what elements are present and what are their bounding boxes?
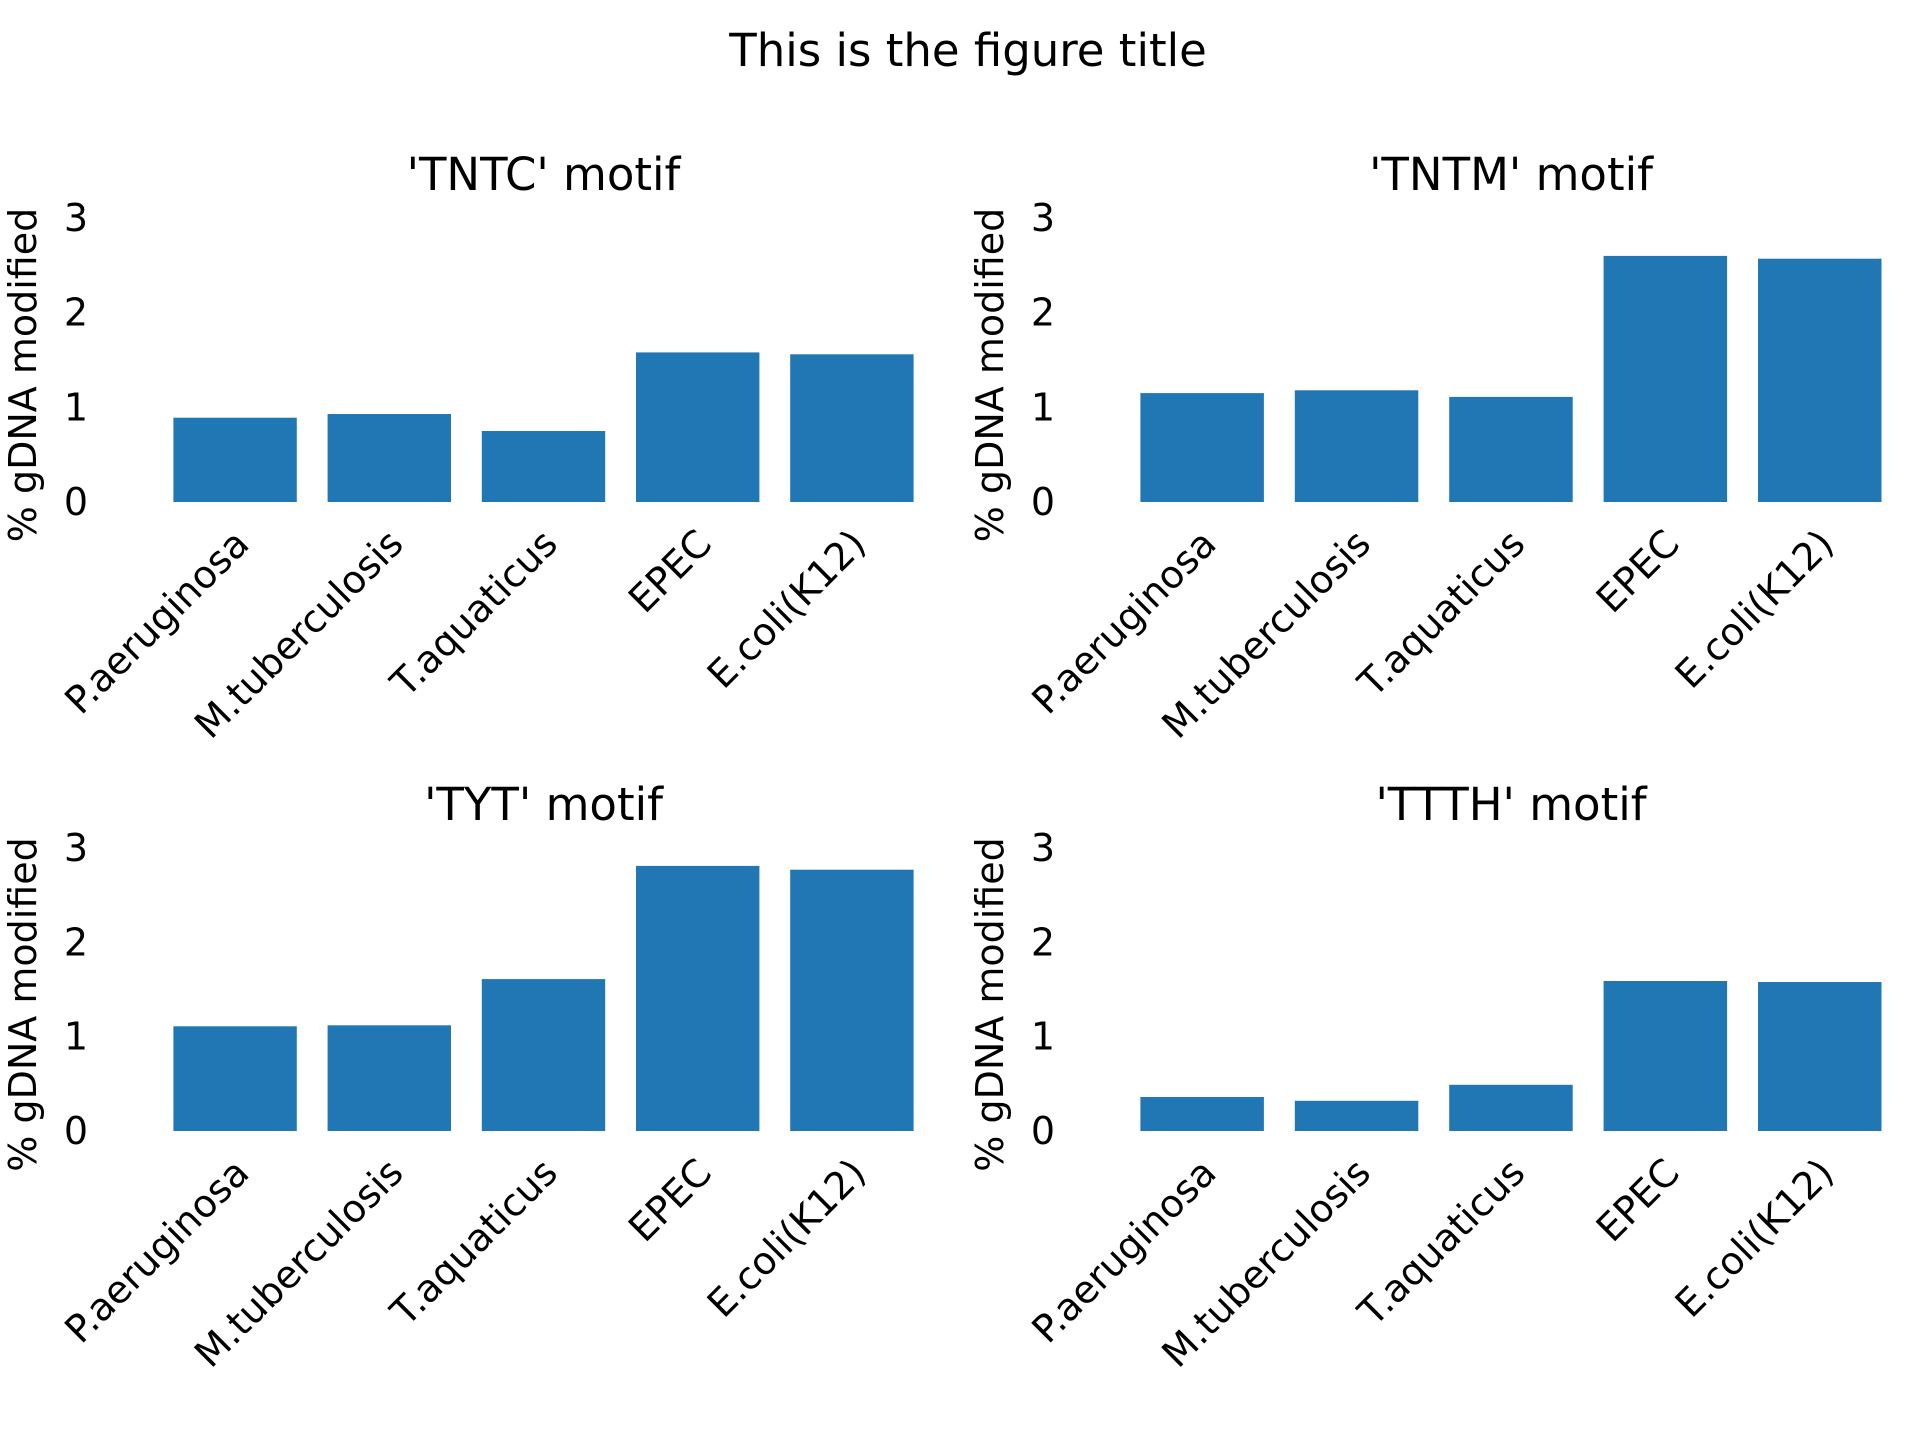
bar (481, 431, 606, 502)
y-tick-label: 3 (64, 196, 88, 240)
bar (1294, 390, 1419, 502)
y-tick-label: 0 (64, 1109, 88, 1153)
bar (173, 1026, 297, 1131)
y-axis-label: % gDNA modified (968, 208, 1012, 542)
figure-title: This is the figure title (728, 24, 1207, 77)
bar (1294, 1100, 1419, 1131)
y-tick-label: 2 (1031, 291, 1055, 335)
panel-title: 'TTTH' motif (1375, 778, 1647, 831)
bar (327, 414, 451, 502)
bar (327, 1025, 451, 1131)
y-tick-label: 1 (1031, 385, 1055, 429)
y-tick-label: 3 (1031, 196, 1055, 240)
bar (790, 869, 914, 1131)
bar (173, 417, 297, 502)
y-tick-label: 2 (64, 291, 88, 335)
bar (636, 352, 760, 502)
y-tick-label: 1 (64, 385, 88, 429)
y-tick-label: 2 (1031, 920, 1055, 964)
y-axis-label: % gDNA modified (1, 208, 45, 542)
y-axis-label: % gDNA modified (1, 837, 45, 1171)
bar (790, 354, 914, 502)
panel-title: 'TNTC' motif (407, 148, 682, 201)
bar (1603, 255, 1728, 502)
bar (1449, 1084, 1573, 1131)
bar (1140, 393, 1264, 502)
y-tick-label: 3 (1031, 826, 1055, 870)
bar (1140, 1097, 1264, 1131)
y-tick-label: 0 (64, 480, 88, 524)
y-tick-label: 2 (64, 920, 88, 964)
bar (636, 865, 760, 1131)
y-axis-label: % gDNA modified (968, 837, 1012, 1171)
panel-title: 'TYT' motif (424, 778, 664, 831)
y-tick-label: 0 (1031, 480, 1055, 524)
panel-title: 'TNTM' motif (1369, 148, 1654, 201)
bar (1449, 396, 1573, 502)
y-tick-label: 1 (1031, 1015, 1055, 1059)
y-tick-label: 1 (64, 1015, 88, 1059)
bar (481, 979, 606, 1131)
y-tick-label: 0 (1031, 1109, 1055, 1153)
bar (1758, 258, 1882, 502)
y-tick-label: 3 (64, 826, 88, 870)
bar (1603, 981, 1728, 1131)
bar (1758, 982, 1882, 1131)
